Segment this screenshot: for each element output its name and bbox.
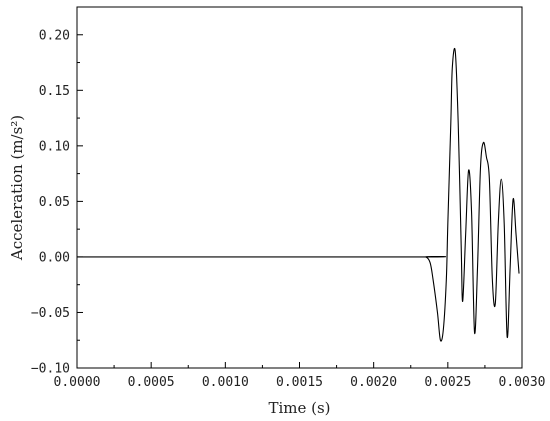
x-tick-label: 0.0010 (202, 375, 249, 390)
x-tick-label: 0.0015 (276, 375, 323, 390)
y-tick-label: 0.00 (39, 250, 70, 265)
y-tick-label: 0.15 (39, 84, 70, 99)
y-axis-ticks: −0.10 −0.05 0.00 0.05 0.10 0.15 0.20 (31, 28, 83, 377)
y-tick-label: 0.05 (39, 195, 70, 210)
y-tick-label: 0.10 (39, 139, 70, 154)
y-tick-label: −0.10 (31, 362, 70, 377)
x-tick-label: 0.0025 (424, 375, 471, 390)
x-axis-title: Time (s) (268, 399, 330, 417)
plot-frame (76, 6, 523, 369)
y-tick-label: −0.05 (31, 306, 70, 321)
y-axis-title: Acceleration (m/s²) (8, 115, 26, 261)
x-tick-label: 0.0030 (499, 375, 546, 390)
y-tick-label: 0.20 (39, 28, 70, 43)
x-tick-label: 0.0005 (128, 375, 175, 390)
x-tick-label: 0.0000 (54, 375, 101, 390)
x-tick-label: 0.0020 (350, 375, 397, 390)
acceleration-series-line (76, 47, 520, 342)
x-axis-ticks: 0.0000 0.0005 0.0010 0.0015 0.0020 0.0025 0.00… (54, 362, 546, 390)
